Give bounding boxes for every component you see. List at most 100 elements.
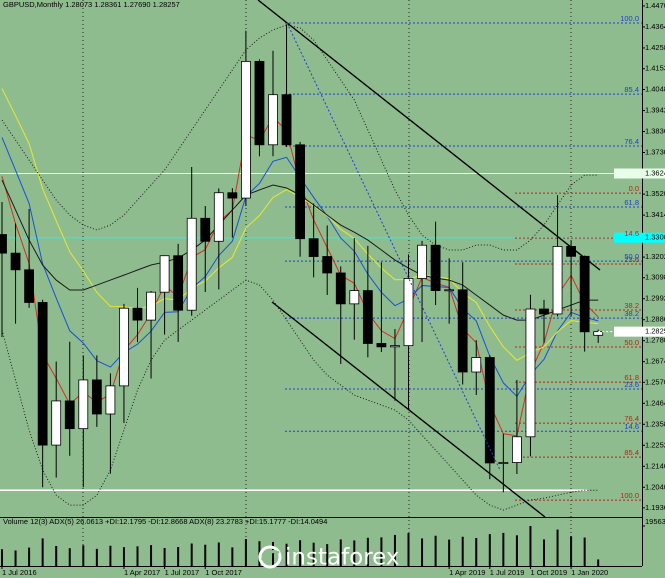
level-label: 1.36240	[645, 169, 665, 178]
volume-tick-label: 1956357	[645, 517, 665, 526]
candle-body	[539, 308, 549, 315]
logo-icon	[258, 545, 282, 569]
y-tick-label: 1.19360	[645, 503, 665, 512]
candle-body	[200, 217, 211, 242]
trend-line	[271, 301, 546, 518]
fib-label: 76.4	[624, 137, 639, 146]
candle-body	[322, 256, 333, 274]
candle-body	[471, 357, 482, 373]
price-plot	[0, 22, 642, 566]
drawings	[257, 0, 601, 518]
candle-body	[390, 345, 400, 348]
level-box	[614, 168, 665, 179]
x-tick-label: 1 Oct 2017	[205, 568, 242, 577]
fib-label: 100.0	[620, 14, 639, 23]
fib-label: 76.4	[624, 414, 639, 423]
y-tick-label: 1.34140	[645, 210, 665, 219]
logo: instaforex	[258, 545, 400, 571]
fib-label: 61.8	[624, 198, 639, 207]
y-tick-label: 1.30980	[645, 273, 665, 282]
candle-body	[105, 385, 116, 415]
y-tick-label: 1.42580	[645, 43, 665, 52]
x-tick-label: 1 Apr 2017	[124, 568, 160, 577]
candle-body	[552, 246, 563, 315]
fib-label: 100.0	[620, 491, 639, 500]
logo-text: instaforex	[285, 545, 400, 571]
fib-label: 23.6	[624, 255, 639, 264]
candle-body	[64, 400, 75, 430]
y-tick-label: 1.39420	[645, 106, 665, 115]
y-tick-label: 1.32020	[645, 252, 665, 261]
candle-body	[240, 61, 251, 199]
fib-trend-line	[286, 22, 501, 471]
candle-body	[227, 192, 238, 199]
y-tick-label: 1.43640	[645, 22, 665, 31]
candle-body	[308, 238, 319, 257]
fib-label: 85.4	[624, 448, 639, 457]
y-tick-label: 1.37300	[645, 148, 665, 157]
candle-body	[579, 255, 590, 333]
candle-body	[349, 290, 360, 305]
candle-body	[593, 331, 604, 336]
candle-body	[498, 462, 509, 464]
candle-body	[417, 244, 427, 279]
fib-label: 50.0	[624, 252, 639, 261]
candle-body	[430, 244, 441, 291]
level-box	[614, 232, 665, 243]
trend-line	[257, 0, 601, 271]
candle-body	[268, 94, 278, 146]
candle-body	[37, 302, 48, 446]
fib-label: 61.8	[624, 373, 639, 382]
candle-body	[295, 144, 306, 240]
candle-body	[484, 357, 495, 464]
x-tick-label: 1 Jul 2019	[490, 568, 525, 577]
y-tick-label: 1.27800	[645, 336, 665, 345]
y-tick-label: 1.21460	[645, 461, 665, 470]
candle-body	[186, 217, 197, 311]
fib-label: 38.2	[624, 301, 639, 310]
price-box	[614, 326, 665, 337]
y-tick-label: 1.23580	[645, 419, 665, 428]
candle-body	[512, 436, 522, 463]
candle-body	[376, 343, 387, 348]
y-tick-label: 1.29920	[645, 294, 665, 303]
candle-body	[335, 272, 346, 305]
fib-label: 0.0	[629, 184, 639, 193]
x-tick-label: 1 Jan 2020	[571, 568, 608, 577]
candle-body	[132, 307, 143, 321]
candle-body	[10, 252, 21, 271]
y-tick-label: 1.40480	[645, 85, 665, 94]
candle-body	[254, 61, 265, 146]
fib-label: 85.4	[624, 85, 639, 94]
candle-body	[159, 255, 170, 293]
y-tick-label: 1.35200	[645, 189, 665, 198]
candle-body	[444, 289, 455, 292]
fib-label: 23.6	[624, 380, 639, 389]
fib-label: 38.2	[624, 309, 639, 318]
chart-title: GBPUSD,Monthly 1.28073 1.28361 1.27690 1…	[3, 0, 180, 9]
x-tick-label: 1 Oct 2019	[530, 568, 567, 577]
candle-body	[78, 379, 89, 430]
candle-body	[525, 308, 536, 438]
y-tick-label: 1.44700	[645, 1, 665, 10]
fib-label: 14.6	[624, 422, 639, 431]
candle-body	[281, 94, 292, 146]
y-tick-label: 1.41530	[645, 64, 665, 73]
candle-body	[0, 234, 7, 254]
y-tick-label: 1.22520	[645, 440, 665, 449]
indicator-line	[1, 24, 599, 251]
logo-icon	[260, 550, 280, 561]
volume-label: Volume 12(3) ADX(5) 26.0613 +DI:12.1795 …	[3, 517, 327, 526]
fib-label: 50.0	[624, 338, 639, 347]
candle-body	[457, 289, 468, 373]
fib-label: 14.6	[624, 229, 639, 238]
candle-body	[173, 255, 184, 311]
candle-body	[362, 290, 373, 344]
candle-body	[146, 291, 156, 321]
x-tick-label: 1 Apr 2019	[449, 568, 485, 577]
level-label: 1.33000	[645, 233, 665, 242]
y-tick-label: 1.20400	[645, 482, 665, 491]
price-label: 1.28257	[645, 327, 665, 336]
candle-body	[24, 269, 35, 303]
